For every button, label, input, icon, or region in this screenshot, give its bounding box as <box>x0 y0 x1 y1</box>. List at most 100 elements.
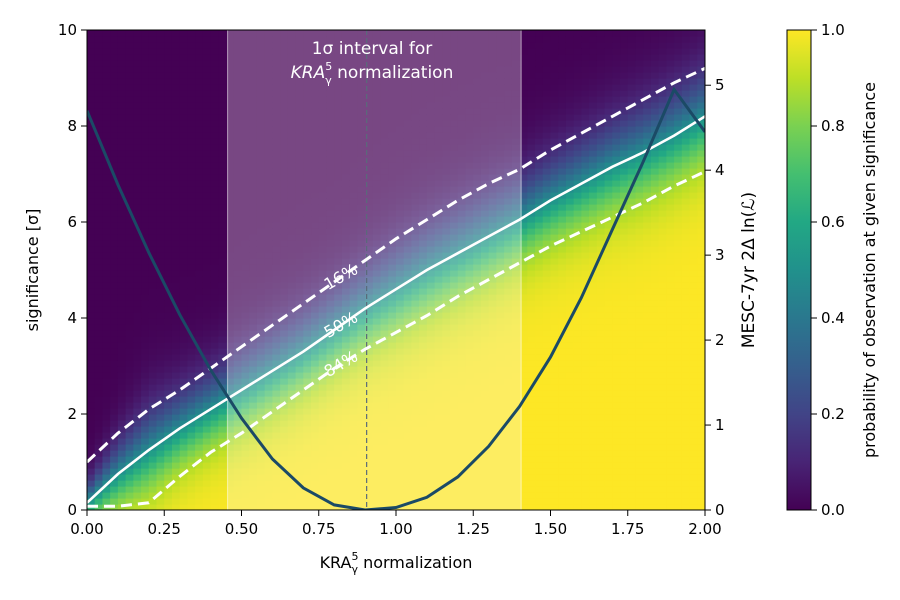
heatmap-cell <box>241 366 250 373</box>
heatmap-cell <box>542 210 552 217</box>
heatmap-cell <box>110 426 119 433</box>
heatmap-cell <box>434 246 443 253</box>
heatmap-cell <box>372 210 382 217</box>
heatmap-cell <box>233 498 243 505</box>
heatmap-cell <box>110 30 119 37</box>
heatmap-cell <box>488 240 498 247</box>
heatmap-cell <box>133 216 142 223</box>
heatmap-cell <box>164 390 173 397</box>
heatmap-cell <box>480 126 490 133</box>
heatmap-cell <box>480 144 490 151</box>
heatmap-cell <box>280 330 289 337</box>
heatmap-cell <box>334 108 343 115</box>
heatmap-cell <box>249 72 258 79</box>
heatmap-cell <box>141 30 150 37</box>
heatmap-cell <box>218 204 227 211</box>
heatmap-cell <box>87 486 96 493</box>
heatmap-cell <box>156 480 165 487</box>
heatmap-cell <box>357 426 366 433</box>
heatmap-cell <box>87 318 96 325</box>
heatmap-cell <box>241 204 250 211</box>
heatmap-cell <box>450 96 459 103</box>
heatmap-cell <box>218 150 227 157</box>
heatmap-cell <box>442 126 451 133</box>
heatmap-cell <box>210 96 219 103</box>
heatmap-cell <box>256 126 266 133</box>
heatmap-cell <box>210 408 219 415</box>
heatmap-cell <box>156 168 165 175</box>
heatmap-cell <box>171 258 181 265</box>
heatmap-cell <box>287 486 297 493</box>
heatmap-cell <box>496 300 505 307</box>
heatmap-cell <box>179 102 189 109</box>
heatmap-cell <box>488 150 498 157</box>
heatmap-cell <box>187 444 196 451</box>
heatmap-cell <box>550 264 559 271</box>
heatmap-cell <box>473 84 482 91</box>
heatmap-cell <box>426 456 436 463</box>
heatmap-cell <box>465 216 474 223</box>
heatmap-cell <box>218 282 227 289</box>
heatmap-cell <box>450 162 459 169</box>
heatmap-cell <box>396 72 405 79</box>
heatmap-cell <box>473 102 482 109</box>
heatmap-cell <box>403 330 413 337</box>
heatmap-cell <box>256 504 266 510</box>
heatmap-cell <box>148 276 158 283</box>
heatmap-cell <box>195 132 204 139</box>
heatmap-cell <box>94 294 104 301</box>
heatmap-cell <box>125 78 134 85</box>
heatmap-cell <box>396 186 405 193</box>
heatmap-cell <box>102 258 111 265</box>
heatmap-cell <box>504 126 513 133</box>
heatmap-cell <box>519 252 528 259</box>
heatmap-cell <box>488 330 498 337</box>
heatmap-cell <box>164 66 173 73</box>
heatmap-cell <box>156 48 165 55</box>
heatmap-cell <box>488 336 498 343</box>
heatmap-cell <box>272 66 281 73</box>
heatmap-cell <box>365 456 374 463</box>
heatmap-cell <box>241 432 250 439</box>
heatmap-cell <box>403 210 413 217</box>
heatmap-cell <box>171 336 181 343</box>
heatmap-cell <box>210 384 219 391</box>
heatmap-cell <box>465 240 474 247</box>
heatmap-cell <box>396 168 405 175</box>
heatmap-cell <box>473 126 482 133</box>
heatmap-cell <box>426 180 436 187</box>
heatmap-cell <box>380 306 389 313</box>
heatmap-cell <box>535 90 544 97</box>
heatmap-cell <box>249 240 258 247</box>
heatmap-cell <box>202 180 212 187</box>
heatmap-cell <box>187 216 196 223</box>
heatmap-cell <box>527 366 536 373</box>
heatmap-cell <box>550 42 559 49</box>
heatmap-cell <box>411 384 420 391</box>
heatmap-cell <box>303 228 312 235</box>
heatmap-cell <box>256 396 266 403</box>
heatmap-cell <box>565 360 575 367</box>
heatmap-cell <box>349 42 358 49</box>
heatmap-cell <box>326 438 335 445</box>
heatmap-cell <box>558 240 567 247</box>
heatmap-cell <box>133 66 142 73</box>
heatmap-cell <box>357 480 366 487</box>
heatmap-cell <box>303 366 312 373</box>
heatmap-cell <box>341 312 351 319</box>
heatmap-cell <box>326 60 335 67</box>
heatmap-cell <box>256 222 266 229</box>
heatmap-cell <box>264 384 273 391</box>
heatmap-cell <box>195 486 204 493</box>
heatmap-cell <box>303 102 312 109</box>
heatmap-cell <box>480 246 490 253</box>
heatmap-cell <box>434 216 443 223</box>
heatmap-cell <box>496 492 505 499</box>
heatmap-cell <box>396 132 405 139</box>
heatmap-cell <box>218 342 227 349</box>
heatmap-cell <box>372 264 382 271</box>
heatmap-cell <box>156 390 165 397</box>
heatmap-cell <box>442 228 451 235</box>
heatmap-cell <box>311 360 320 367</box>
heatmap-cell <box>171 462 181 469</box>
